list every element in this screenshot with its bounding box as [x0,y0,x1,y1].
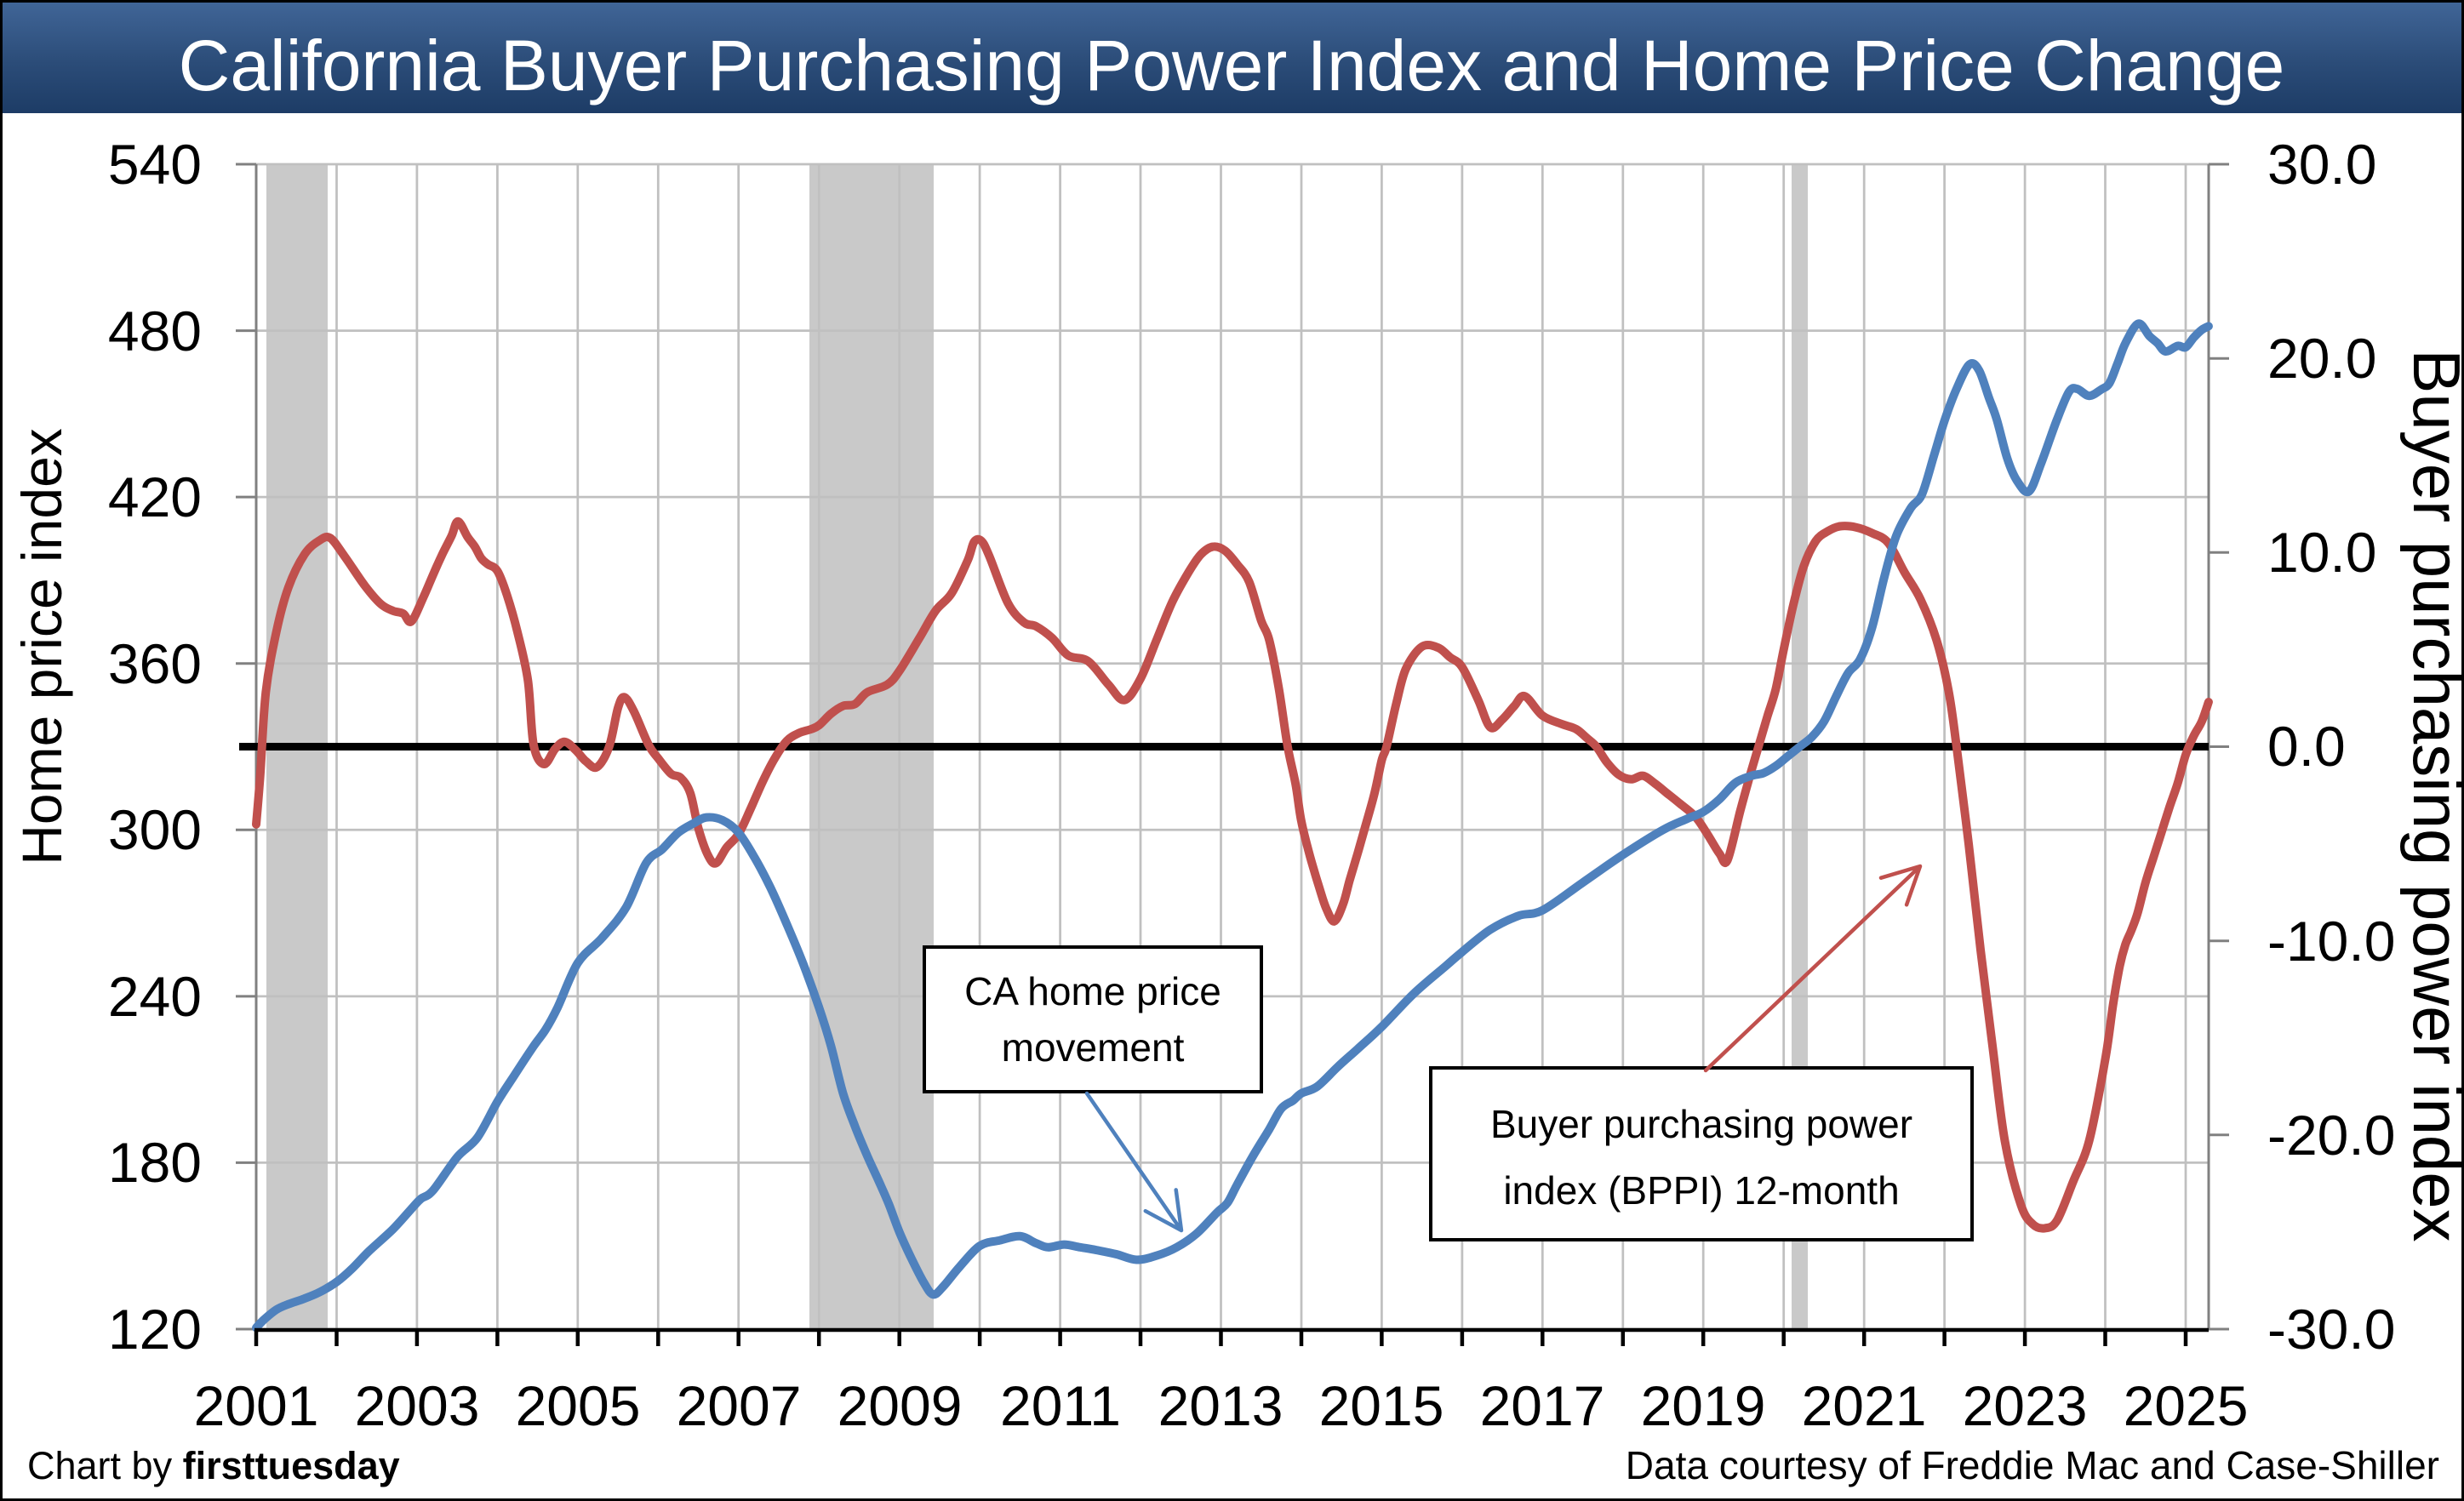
svg-text:movement: movement [1002,1025,1185,1070]
svg-text:300: 300 [108,798,202,861]
svg-text:2003: 2003 [355,1374,480,1437]
svg-text:Buyer purchasing power index: Buyer purchasing power index [2399,349,2464,1241]
svg-text:2005: 2005 [516,1374,641,1437]
svg-text:10.0: 10.0 [2267,521,2376,584]
svg-text:420: 420 [108,465,202,528]
svg-text:Buyer purchasing power: Buyer purchasing power [1490,1102,1912,1146]
svg-text:-20.0: -20.0 [2267,1104,2395,1167]
svg-text:Chart by firsttuesday: Chart by firsttuesday [27,1444,400,1487]
svg-text:360: 360 [108,632,202,695]
svg-text:2007: 2007 [677,1374,802,1437]
svg-text:index (BPPI) 12-month: index (BPPI) 12-month [1503,1168,1899,1213]
svg-text:240: 240 [108,965,202,1028]
svg-text:30.0: 30.0 [2267,133,2376,196]
svg-text:2023: 2023 [1963,1374,2088,1437]
svg-text:2011: 2011 [1000,1374,1121,1437]
svg-text:540: 540 [108,133,202,196]
svg-text:20.0: 20.0 [2267,327,2376,390]
svg-text:120: 120 [108,1298,202,1361]
svg-text:CA home price: CA home price [964,969,1221,1013]
svg-text:2015: 2015 [1319,1374,1444,1437]
svg-text:2001: 2001 [194,1374,319,1437]
svg-text:2009: 2009 [838,1374,963,1437]
svg-text:480: 480 [108,300,202,362]
svg-text:2025: 2025 [2124,1374,2249,1437]
svg-text:Home price index: Home price index [10,428,73,865]
svg-text:2021: 2021 [1802,1374,1927,1437]
svg-text:-30.0: -30.0 [2267,1298,2395,1361]
svg-text:0.0: 0.0 [2267,715,2346,778]
svg-text:-10.0: -10.0 [2267,910,2395,973]
svg-text:2013: 2013 [1158,1374,1283,1437]
svg-text:2019: 2019 [1641,1374,1766,1437]
svg-text:Data courtesy of Freddie Mac a: Data courtesy of Freddie Mac and Case-Sh… [1626,1443,2439,1487]
svg-text:California Buyer Purchasing Po: California Buyer Purchasing Power Index … [179,26,2285,106]
svg-text:2017: 2017 [1480,1374,1605,1437]
svg-text:180: 180 [108,1131,202,1194]
